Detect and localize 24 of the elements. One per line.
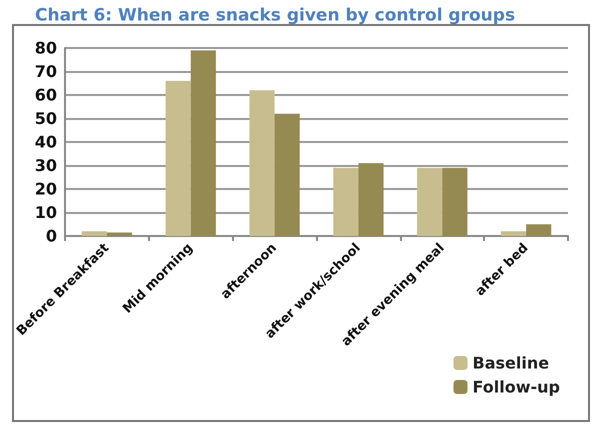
y-tick-label: 70 [34,62,57,81]
bar [82,231,107,236]
y-tick-label: 40 [34,132,57,152]
bar [274,114,300,236]
y-tick-label: 80 [34,38,57,58]
bar [333,168,358,236]
y-tick-label: 30 [34,156,57,175]
y-tick-label: 50 [34,109,57,128]
bar [166,80,191,236]
bar [442,168,468,236]
legend-label: Follow-up [472,378,560,396]
y-tick-label: 10 [34,203,57,222]
bar [358,163,384,236]
y-tick-label: 0 [46,226,57,246]
bar [417,168,442,236]
y-tick-label: 20 [34,180,57,198]
bar [500,231,526,236]
bar [526,224,552,236]
bar [249,90,275,236]
bar [106,232,132,236]
chart-title: Chart 6: When are snacks given by control groups [35,6,516,26]
legend-label: Baseline [472,354,550,372]
bar [190,50,216,236]
y-tick-label: 60 [34,86,57,104]
